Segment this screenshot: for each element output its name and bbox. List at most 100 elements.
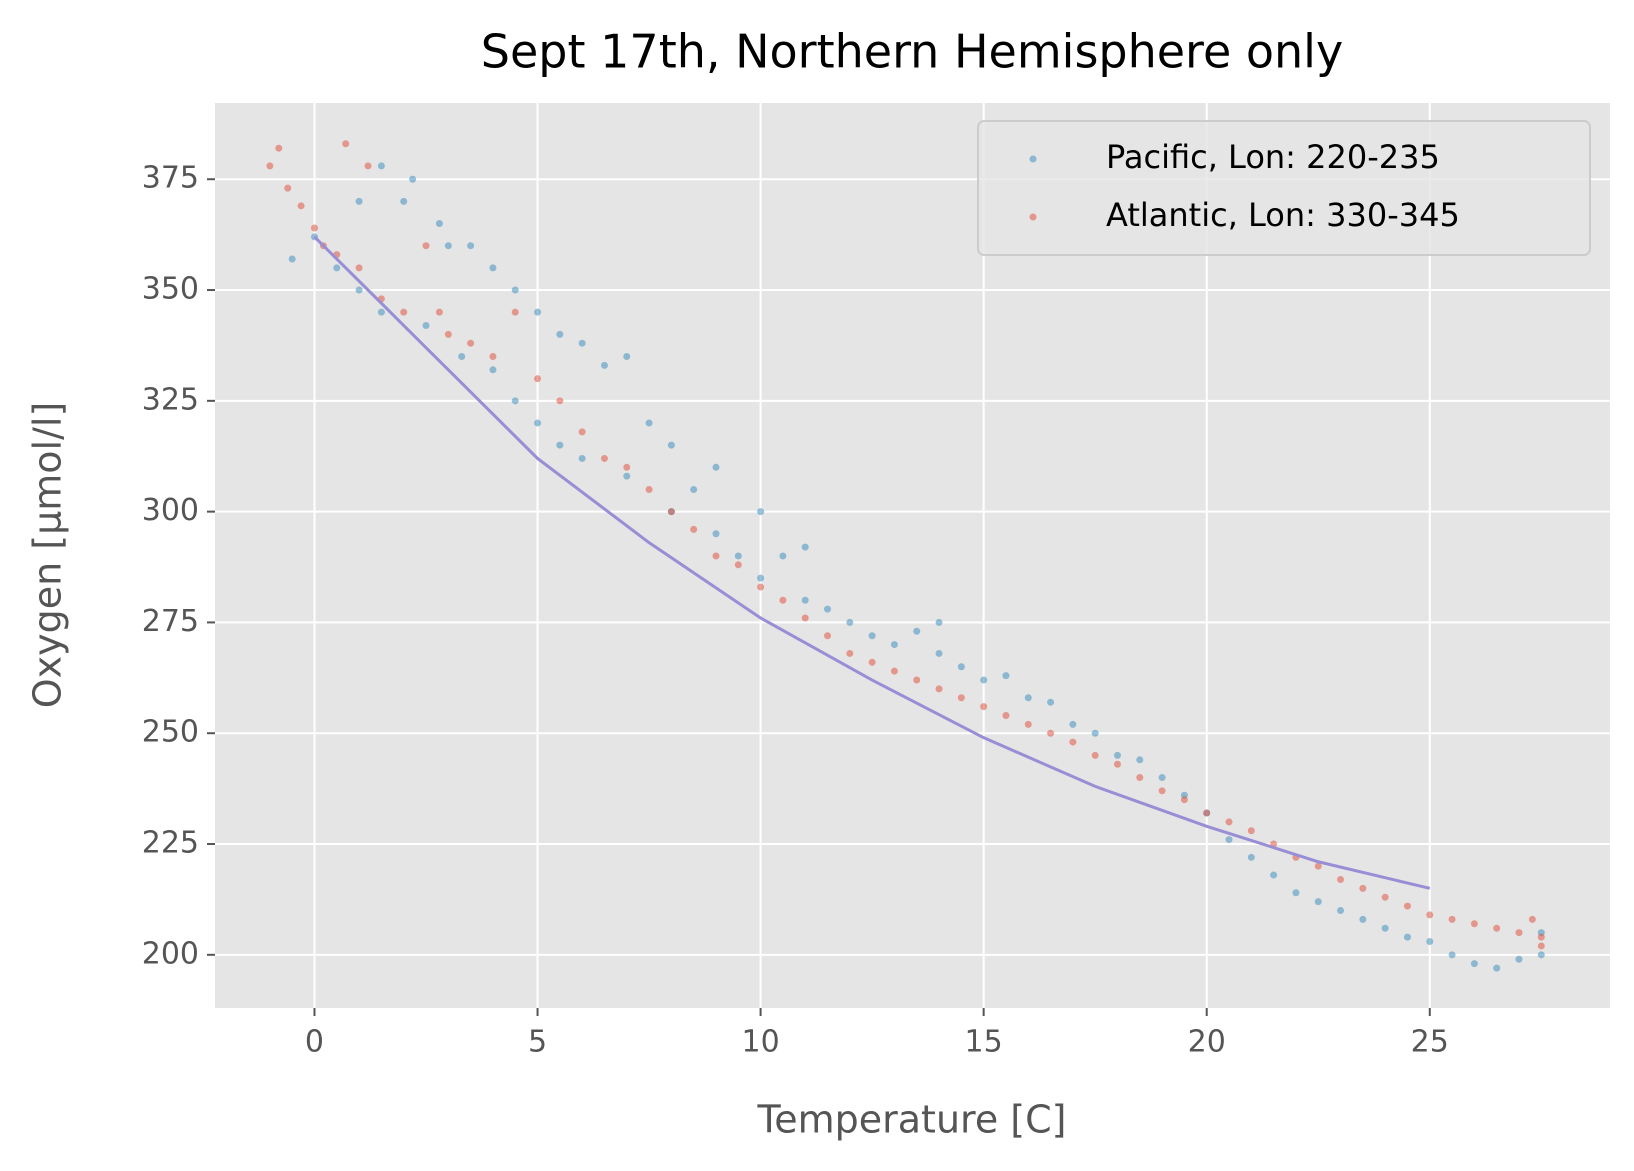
scatter-point <box>1270 871 1278 879</box>
scatter-point <box>1091 729 1099 737</box>
scatter-point <box>333 264 341 272</box>
scatter-point <box>667 508 675 516</box>
scatter-point <box>935 649 943 657</box>
scatter-point <box>1225 836 1233 844</box>
scatter-point <box>556 330 564 338</box>
scatter-point <box>400 308 408 316</box>
scatter-point <box>444 242 452 250</box>
scatter-point <box>1359 884 1367 892</box>
scatter-point <box>890 667 898 675</box>
scatter-point <box>935 618 943 626</box>
scatter-point <box>1047 729 1055 737</box>
scatter-point <box>489 264 497 272</box>
x-tick-label: 25 <box>1411 1025 1449 1060</box>
scatter-point <box>734 561 742 569</box>
scatter-point <box>890 641 898 649</box>
scatter-point <box>377 308 385 316</box>
scatter-point <box>364 162 372 170</box>
scatter-point <box>801 543 809 551</box>
legend-marker <box>1029 155 1037 163</box>
scatter-point <box>355 286 363 294</box>
scatter-point <box>1247 827 1255 835</box>
legend-label: Pacific, Lon: 220-235 <box>1106 138 1440 176</box>
scatter-point <box>1470 960 1478 968</box>
scatter-point <box>1113 760 1121 768</box>
y-tick-label: 200 <box>142 936 199 971</box>
scatter-point <box>1314 898 1322 906</box>
scatter-point <box>422 321 430 329</box>
scatter-point <box>511 286 519 294</box>
scatter-point <box>288 255 296 263</box>
scatter-point <box>1381 893 1389 901</box>
scatter-point <box>578 454 586 462</box>
scatter-point <box>600 361 608 369</box>
scatter-point <box>1426 938 1434 946</box>
scatter-point <box>913 676 921 684</box>
scatter-point <box>757 583 765 591</box>
scatter-point <box>355 264 363 272</box>
scatter-point <box>1002 672 1010 680</box>
scatter-point <box>556 441 564 449</box>
scatter-point <box>1024 720 1032 728</box>
legend-marker <box>1029 213 1037 221</box>
scatter-point <box>645 419 653 427</box>
scatter-point <box>409 175 417 183</box>
scatter-point <box>578 428 586 436</box>
scatter-point <box>1515 929 1523 937</box>
scatter-point <box>400 197 408 205</box>
y-tick-label: 325 <box>142 382 199 417</box>
scatter-point <box>1470 920 1478 928</box>
scatter-point <box>623 353 631 361</box>
scatter-point <box>578 339 586 347</box>
scatter-point <box>534 375 542 383</box>
scatter-point <box>1493 964 1501 972</box>
scatter-point <box>1359 915 1367 923</box>
scatter-point <box>1528 915 1536 923</box>
x-tick-label: 5 <box>528 1025 547 1060</box>
scatter-point <box>1314 862 1322 870</box>
scatter-point <box>690 485 698 493</box>
scatter-point <box>435 308 443 316</box>
scatter-point <box>435 220 443 228</box>
scatter-point <box>1047 698 1055 706</box>
scatter-point <box>489 353 497 361</box>
y-tick-label: 275 <box>142 604 199 639</box>
scatter-point <box>1069 720 1077 728</box>
chart-title: Sept 17th, Northern Hemisphere only <box>481 25 1343 79</box>
scatter-point <box>467 242 475 250</box>
x-axis-label: Temperature [C] <box>757 1098 1067 1142</box>
scatter-point <box>957 694 965 702</box>
scatter-point <box>667 441 675 449</box>
scatter-point <box>623 463 631 471</box>
scatter-point <box>801 614 809 622</box>
scatter-point <box>534 308 542 316</box>
scatter-point <box>824 605 832 613</box>
scatter-point <box>690 525 698 533</box>
x-tick-label: 0 <box>305 1025 324 1060</box>
scatter-point <box>1403 902 1411 910</box>
scatter-point <box>1515 955 1523 963</box>
scatter-point <box>980 703 988 711</box>
scatter-point <box>779 596 787 604</box>
scatter-point <box>868 632 876 640</box>
scatter-point <box>534 419 542 427</box>
scatter-point <box>422 242 430 250</box>
scatter-point <box>1448 951 1456 959</box>
scatter-point <box>712 463 720 471</box>
y-tick-label: 375 <box>142 161 199 196</box>
legend: Pacific, Lon: 220-235 Atlantic, Lon: 330-… <box>977 120 1591 256</box>
scatter-point <box>511 397 519 405</box>
scatter-point <box>1158 774 1166 782</box>
scatter-point <box>600 454 608 462</box>
y-tick-label: 350 <box>142 272 199 307</box>
x-tick-label: 10 <box>742 1025 780 1060</box>
scatter-point <box>1292 889 1300 897</box>
scatter-point <box>377 162 385 170</box>
scatter-point <box>1537 933 1545 941</box>
scatter-point <box>1493 924 1501 932</box>
scatter-point <box>645 485 653 493</box>
scatter-point <box>957 663 965 671</box>
scatter-point <box>1426 911 1434 919</box>
scatter-point <box>846 618 854 626</box>
